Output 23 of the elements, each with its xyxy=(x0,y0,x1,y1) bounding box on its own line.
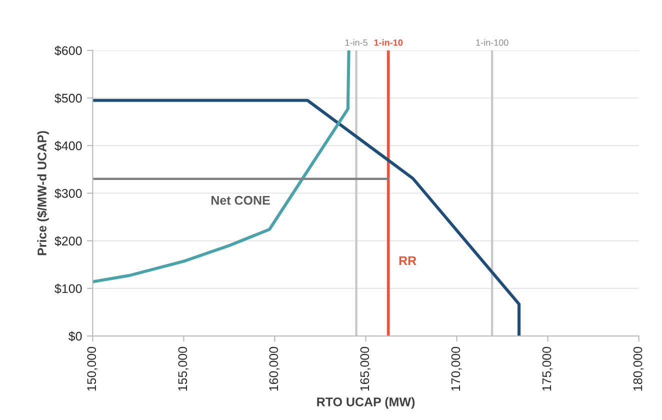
x-tick-label: 180,000 xyxy=(633,346,644,391)
ref-line-label: 1-in-5 xyxy=(345,39,368,46)
y-tick-label: $300 xyxy=(54,188,82,199)
y-tick-label: $400 xyxy=(54,140,82,151)
ref-line-label: 1-in-10 xyxy=(374,39,403,46)
y-tick-label: $500 xyxy=(54,93,82,104)
x-axis-title: RTO UCAP (MW) xyxy=(317,397,415,409)
x-tick-label: 150,000 xyxy=(87,346,98,391)
annotation: RR xyxy=(399,256,416,265)
ref-line-label: 1-in-100 xyxy=(476,39,508,46)
x-tick-label: 170,000 xyxy=(451,346,462,391)
y-tick-label: $600 xyxy=(54,46,82,56)
line-series xyxy=(92,98,521,336)
line-series xyxy=(92,50,350,284)
series-label: Net CONE xyxy=(211,196,270,205)
x-tick-label: 155,000 xyxy=(178,346,189,391)
x-tick-label: 175,000 xyxy=(542,346,553,391)
x-tick-label: 160,000 xyxy=(269,346,280,391)
y-tick-label: $100 xyxy=(54,284,82,294)
y-axis-title: Price ($/MW-d UCAP) xyxy=(37,131,49,256)
y-tick-label: $0 xyxy=(68,331,82,342)
x-tick-label: 165,000 xyxy=(360,346,371,391)
y-tick-label: $200 xyxy=(54,236,82,246)
